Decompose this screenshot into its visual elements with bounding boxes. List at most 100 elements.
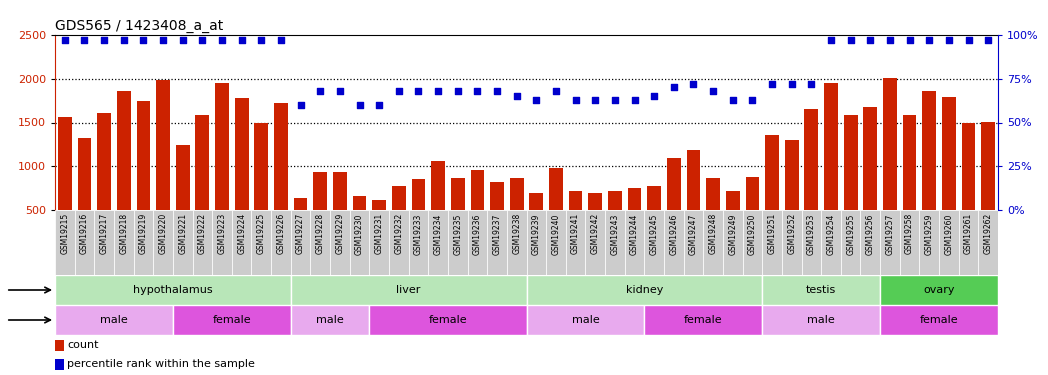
Bar	[232, 210, 252, 275]
Bar	[274, 103, 288, 254]
Bar	[625, 210, 645, 275]
Bar	[762, 305, 880, 335]
Bar	[939, 210, 959, 275]
Point	[744, 97, 761, 103]
Bar	[173, 305, 290, 335]
Text: GSM19235: GSM19235	[453, 213, 462, 255]
Bar	[412, 178, 425, 254]
Text: GSM19236: GSM19236	[473, 213, 482, 255]
Bar	[97, 113, 111, 254]
Point	[77, 37, 93, 43]
Bar	[526, 210, 546, 275]
Text: GSM19223: GSM19223	[218, 213, 226, 255]
Text: GSM19225: GSM19225	[257, 213, 266, 255]
Point	[253, 37, 269, 43]
Point	[194, 37, 211, 43]
Point	[704, 88, 721, 94]
Bar	[176, 145, 190, 254]
Text: GSM19229: GSM19229	[335, 213, 345, 255]
Text: GSM19226: GSM19226	[277, 213, 285, 255]
Point	[881, 37, 898, 43]
Bar	[290, 305, 369, 335]
Bar	[255, 123, 268, 254]
Bar	[431, 161, 445, 254]
Bar	[392, 186, 406, 254]
Bar	[762, 210, 782, 275]
Point	[312, 88, 329, 94]
Bar	[156, 80, 170, 254]
Text: GSM19217: GSM19217	[100, 213, 109, 255]
Bar	[235, 98, 248, 254]
Bar	[215, 83, 228, 254]
Bar	[723, 210, 743, 275]
Text: GSM19258: GSM19258	[905, 213, 914, 255]
Bar	[588, 192, 603, 254]
Point	[155, 37, 172, 43]
Point	[95, 37, 112, 43]
Text: GSM19222: GSM19222	[198, 213, 206, 254]
Bar	[526, 305, 645, 335]
Text: GSM19219: GSM19219	[139, 213, 148, 255]
Bar	[372, 200, 386, 254]
Bar	[409, 210, 429, 275]
Bar	[840, 210, 860, 275]
Text: kidney: kidney	[626, 285, 663, 295]
Bar	[509, 178, 524, 254]
Text: GSM19250: GSM19250	[748, 213, 757, 255]
Point	[470, 88, 486, 94]
Point	[450, 88, 466, 94]
Bar	[703, 210, 723, 275]
Bar	[290, 210, 310, 275]
Text: GSM19262: GSM19262	[984, 213, 992, 255]
Bar	[487, 210, 507, 275]
Bar	[447, 210, 467, 275]
Bar	[962, 123, 976, 254]
Point	[430, 88, 446, 94]
Text: male: male	[100, 315, 128, 325]
Point	[508, 93, 525, 99]
Text: ovary: ovary	[923, 285, 955, 295]
Text: female: female	[429, 315, 467, 325]
Text: GSM19259: GSM19259	[924, 213, 934, 255]
Bar	[586, 210, 605, 275]
Bar	[369, 210, 389, 275]
Bar	[54, 358, 64, 370]
Bar	[529, 192, 543, 254]
Bar	[330, 210, 350, 275]
Bar	[605, 210, 625, 275]
Bar	[922, 91, 936, 254]
Text: GSM19243: GSM19243	[610, 213, 619, 255]
Point	[940, 37, 957, 43]
Bar	[569, 191, 583, 254]
Bar	[549, 168, 563, 254]
Point	[783, 81, 800, 87]
Text: GSM19234: GSM19234	[434, 213, 442, 255]
Bar	[959, 210, 979, 275]
Point	[665, 84, 682, 90]
Point	[548, 88, 565, 94]
Bar	[683, 210, 703, 275]
Point	[764, 81, 781, 87]
Bar	[900, 210, 919, 275]
Bar	[117, 91, 131, 254]
Bar	[350, 210, 369, 275]
Text: GSM19248: GSM19248	[708, 213, 718, 255]
Bar	[628, 188, 641, 254]
Text: female: female	[920, 315, 958, 325]
Bar	[369, 305, 526, 335]
Text: male: male	[316, 315, 344, 325]
Bar	[706, 178, 720, 254]
Bar	[173, 210, 193, 275]
Bar	[78, 138, 91, 254]
Text: GSM19216: GSM19216	[80, 213, 89, 255]
Text: GSM19233: GSM19233	[414, 213, 423, 255]
Text: GSM19241: GSM19241	[571, 213, 581, 255]
Text: GSM19220: GSM19220	[158, 213, 168, 255]
Point	[371, 102, 388, 108]
Text: GDS565 / 1423408_a_at: GDS565 / 1423408_a_at	[54, 19, 223, 33]
Point	[567, 97, 584, 103]
Point	[626, 97, 642, 103]
Text: count: count	[67, 340, 99, 350]
Text: GSM19255: GSM19255	[846, 213, 855, 255]
Bar	[880, 210, 900, 275]
